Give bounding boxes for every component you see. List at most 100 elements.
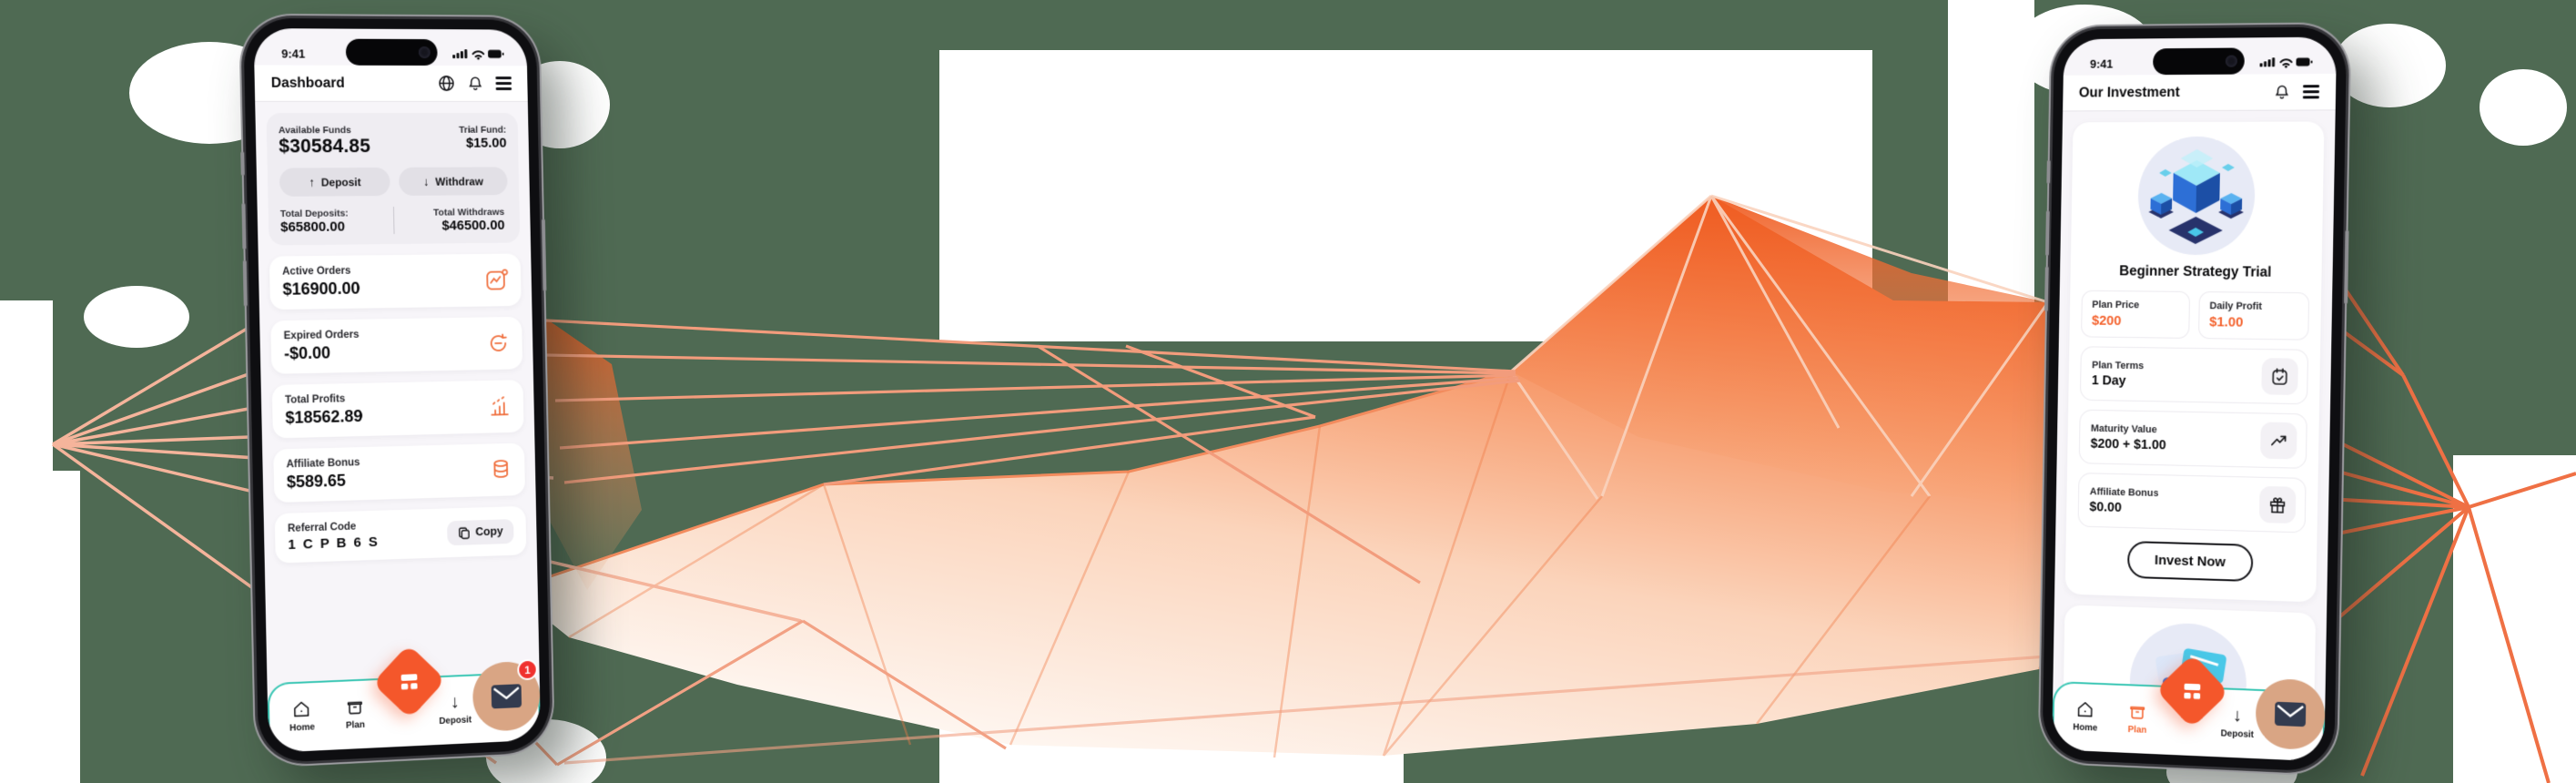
status-time: 9:41: [281, 46, 306, 61]
available-funds-value: $30584.85: [279, 136, 371, 158]
status-icons: [2259, 56, 2313, 69]
dashboard-content: Available Funds $30584.85 Trial Fund: $1…: [255, 102, 537, 564]
affiliate-bonus-row: Affiliate Bonus $0.00: [2077, 473, 2307, 534]
home-icon: [2075, 698, 2095, 719]
mid-fan-lines: [545, 319, 1521, 585]
nav-deposit-label: Deposit: [439, 714, 472, 727]
app-header: Our Investment: [2063, 73, 2337, 112]
profit-bars-icon: [488, 394, 512, 418]
deposit-arrow-icon: ↓: [2232, 705, 2243, 726]
invest-now-button[interactable]: Invest Now: [2127, 540, 2254, 583]
plan-icon: [2127, 701, 2147, 722]
deposit-button-label: Deposit: [320, 175, 361, 188]
investment-screen: 9:41 Our Investment: [2052, 36, 2338, 762]
status-icons: [452, 47, 504, 60]
daily-profit-label: Daily Profit: [2209, 300, 2263, 312]
camera-dot: [418, 46, 431, 59]
plan-price-label: Plan Price: [2092, 299, 2140, 311]
envelope-icon: [2274, 701, 2307, 727]
nav-deposit-label: Deposit: [2220, 727, 2255, 740]
calendar-check-icon: [2269, 366, 2289, 386]
mute-switch: [240, 151, 245, 176]
expired-orders-label: Expired Orders: [283, 329, 360, 342]
nav-item-home[interactable]: Home: [276, 697, 328, 734]
plan-illustration: [2136, 136, 2257, 256]
status-bar: 9:41: [254, 28, 527, 66]
arrow-down-icon: ↓: [422, 174, 430, 188]
page-title: Our Investment: [2078, 84, 2180, 101]
menu-icon[interactable]: [495, 76, 512, 90]
menu-icon[interactable]: [2302, 85, 2320, 99]
maturity-value-label: Maturity Value: [2090, 422, 2157, 435]
order-chart-icon: [485, 268, 509, 291]
gift-icon: [2267, 494, 2287, 515]
volume-up-button: [2045, 210, 2050, 256]
deposit-arrow-icon: ↓: [450, 691, 460, 712]
affiliate-bonus-value: $0.00: [2089, 499, 2122, 515]
deposit-button[interactable]: ↑ Deposit: [279, 167, 390, 197]
daily-profit-card: Daily Profit $1.00: [2198, 291, 2310, 341]
app-header: Dashboard: [254, 65, 528, 102]
available-funds-label: Available Funds: [278, 125, 351, 137]
plan-title: Beginner Strategy Trial: [2119, 263, 2272, 280]
arrow-up-icon: ↑: [309, 175, 316, 189]
chat-bubble-button[interactable]: [2255, 677, 2326, 751]
nav-item-home[interactable]: Home: [2061, 698, 2111, 734]
trial-fund-value: $15.00: [465, 135, 507, 151]
plan-price-card: Plan Price $200: [2081, 290, 2191, 339]
volume-down-button: [2044, 266, 2049, 312]
wifi-dot: [2285, 65, 2287, 68]
trending-up-icon: [2268, 431, 2288, 452]
dashboard-fab-button[interactable]: [2155, 654, 2229, 729]
right-phone-mockup: 9:41 Our Investment: [2039, 22, 2349, 777]
beginner-plan-card: Beginner Strategy Trial Plan Price $200 …: [2064, 121, 2325, 603]
wifi-icon: [2280, 59, 2291, 65]
active-orders-card: Active Orders $16900.00: [269, 253, 522, 310]
withdraw-button-label: Withdraw: [435, 174, 484, 188]
funds-summary-card: Available Funds $30584.85 Trial Fund: $1…: [266, 112, 521, 246]
total-profits-label: Total Profits: [284, 393, 346, 406]
isometric-servers-illustration: [2148, 148, 2245, 245]
volume-down-button: [242, 259, 248, 307]
maturity-value-value: $200 + $1.00: [2090, 436, 2166, 453]
plan-icon: [345, 696, 365, 717]
maturity-value-row: Maturity Value $200 + $1.00: [2078, 409, 2307, 469]
ridge-lines: [1509, 194, 2050, 500]
page-title: Dashboard: [270, 75, 345, 91]
mute-switch: [2046, 159, 2051, 184]
bell-icon[interactable]: [467, 75, 483, 92]
nav-item-plan[interactable]: Plan: [330, 695, 380, 731]
active-orders-value: $16900.00: [282, 279, 360, 299]
camera-dot: [2225, 55, 2237, 67]
right-fan-lines: [2047, 262, 2576, 783]
volume-up-button: [241, 203, 247, 249]
expired-orders-card: Expired Orders -$0.00: [270, 316, 523, 374]
expired-orders-value: -$0.00: [283, 343, 331, 363]
globe-icon[interactable]: [438, 75, 455, 92]
nav-item-plan[interactable]: Plan: [2113, 700, 2163, 736]
bottom-nav: Home Plan ↓ Deposit Withdraw: [2052, 654, 2326, 762]
bottom-nav: Home Plan ↓ Deposit Withdraw: [267, 644, 542, 753]
affiliate-bonus-label: Affiliate Bonus: [2089, 485, 2159, 499]
nav-plan-label: Plan: [2127, 724, 2147, 736]
copy-icon: [458, 525, 471, 539]
dashboard-screen: 9:41 Dashboard: [253, 28, 542, 753]
plan-terms-row: Plan Terms 1 Day: [2079, 346, 2309, 405]
chat-bubble-button[interactable]: 1: [472, 658, 541, 733]
total-profits-value: $18562.89: [285, 406, 363, 427]
affiliate-bonus-card: Affiliate Bonus $589.65: [273, 442, 526, 503]
battery-icon: [2296, 57, 2313, 66]
coins-icon: [489, 458, 512, 482]
bell-icon[interactable]: [2274, 83, 2290, 100]
copy-button[interactable]: Copy: [446, 518, 514, 545]
total-profits-card: Total Profits $18562.89: [271, 380, 524, 439]
daily-profit-value: $1.00: [2209, 314, 2244, 330]
divider: [392, 206, 395, 235]
total-deposits-label: Total Deposits:: [279, 207, 349, 219]
notification-badge: 1: [517, 658, 538, 681]
dashboard-fab-button[interactable]: [372, 644, 446, 719]
left-phone-mockup: 9:41 Dashboard: [240, 14, 553, 768]
withdraw-button[interactable]: ↓ Withdraw: [398, 167, 508, 196]
